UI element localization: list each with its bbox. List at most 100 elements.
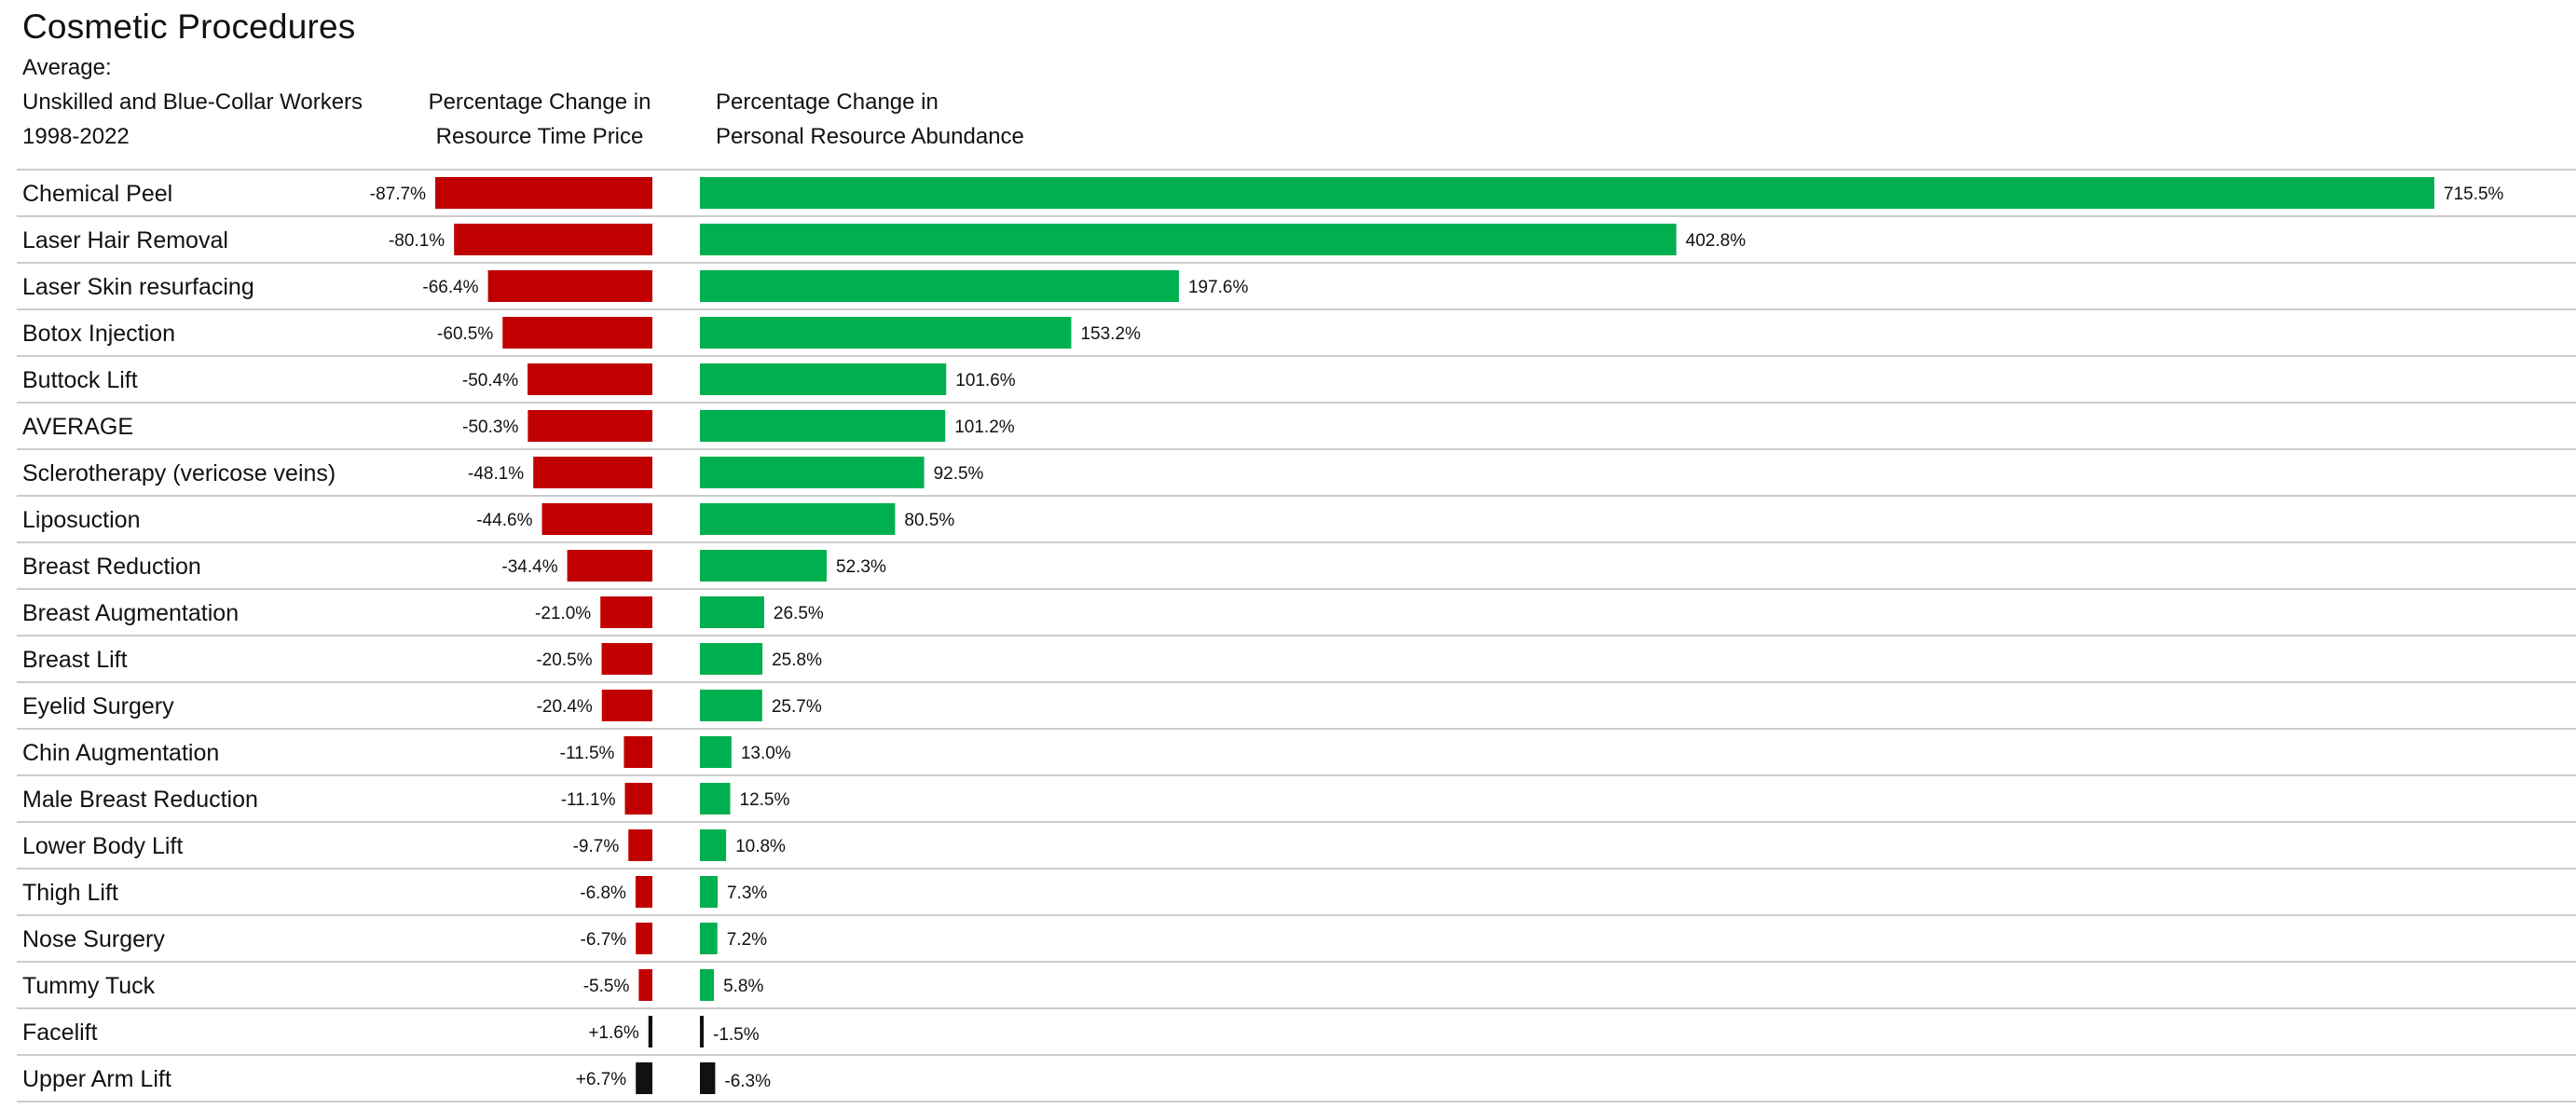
time-price-bar — [636, 1062, 652, 1094]
time-price-bar — [635, 876, 652, 908]
time-price-bar — [487, 270, 652, 302]
abundance-bar — [700, 177, 2434, 209]
abundance-value-label: 7.3% — [727, 883, 767, 903]
header-time-price-line-1: Percentage Change in — [428, 89, 651, 115]
category-label: Male Breast Reduction — [22, 787, 258, 813]
time-price-value-label: -20.4% — [537, 697, 593, 717]
category-label: Nose Surgery — [22, 926, 165, 952]
time-price-value-label: -48.1% — [468, 464, 524, 484]
chart-title: Cosmetic Procedures — [22, 7, 356, 46]
abundance-bar — [700, 690, 762, 721]
time-price-bar — [636, 923, 652, 954]
time-price-value-label: -80.1% — [389, 231, 445, 251]
time-price-bar — [528, 363, 652, 395]
abundance-bar — [700, 270, 1179, 302]
abundance-value-label: 26.5% — [774, 604, 824, 623]
abundance-value-label: 7.2% — [727, 930, 767, 950]
time-price-bar — [454, 224, 652, 255]
category-label: Botox Injection — [22, 321, 175, 347]
abundance-value-label: 5.8% — [723, 977, 763, 996]
header-time-price: Percentage Change in Resource Time Price — [418, 85, 662, 154]
time-price-value-label: -20.5% — [536, 650, 592, 670]
header-time-price-line-2: Resource Time Price — [435, 124, 644, 149]
header-left-line-2: Unskilled and Blue-Collar Workers — [22, 89, 363, 115]
category-label: Tummy Tuck — [22, 973, 156, 999]
header-abundance-line-2: Personal Resource Abundance — [716, 124, 1024, 149]
time-price-value-label: -11.5% — [560, 744, 615, 763]
abundance-value-label: 101.6% — [955, 371, 1016, 390]
header-abundance: Percentage Change in Personal Resource A… — [716, 85, 1024, 154]
time-price-bar — [502, 317, 652, 349]
abundance-bar — [700, 969, 715, 1001]
abundance-bar — [700, 317, 1072, 349]
time-price-bar — [638, 969, 652, 1001]
time-price-value-label: -66.4% — [422, 278, 478, 297]
abundance-bar — [700, 876, 718, 908]
time-price-bar — [601, 643, 652, 675]
time-price-value-label: -44.6% — [476, 511, 532, 530]
time-price-value-label: -60.5% — [437, 324, 493, 344]
abundance-value-label: 153.2% — [1080, 324, 1141, 344]
abundance-bar — [700, 643, 763, 675]
abundance-value-label: 92.5% — [934, 464, 984, 484]
abundance-value-label: 25.8% — [772, 650, 822, 670]
category-label: Chemical Peel — [22, 181, 172, 207]
category-label: Breast Augmentation — [22, 600, 239, 626]
abundance-value-label: 80.5% — [904, 511, 954, 530]
abundance-value-label: -6.3% — [724, 1072, 771, 1091]
abundance-value-label: 402.8% — [1686, 231, 1747, 251]
time-price-value-label: -5.5% — [583, 977, 630, 996]
abundance-bar — [700, 1016, 704, 1047]
abundance-value-label: 715.5% — [2444, 185, 2504, 204]
time-price-value-label: -11.1% — [561, 790, 616, 810]
time-price-value-label: -34.4% — [501, 557, 557, 577]
category-label: Upper Arm Lift — [22, 1066, 171, 1092]
category-label: Facelift — [22, 1020, 98, 1046]
time-price-bar — [628, 829, 652, 861]
category-label: Breast Lift — [22, 647, 128, 673]
time-price-value-label: -50.4% — [462, 371, 518, 390]
abundance-value-label: 101.2% — [954, 418, 1015, 437]
time-price-bar — [541, 503, 652, 535]
abundance-value-label: 10.8% — [735, 837, 786, 856]
abundance-bar — [700, 503, 896, 535]
time-price-bar — [600, 596, 652, 628]
time-price-value-label: -9.7% — [573, 837, 620, 856]
header-left-line-1: Average: — [22, 55, 112, 80]
abundance-bar — [700, 829, 727, 861]
category-label: Buttock Lift — [22, 367, 138, 393]
category-label: Liposuction — [22, 507, 140, 533]
time-price-bar — [567, 550, 652, 582]
abundance-bar — [700, 224, 1677, 255]
time-price-value-label: -21.0% — [535, 604, 591, 623]
abundance-value-label: -1.5% — [713, 1025, 760, 1045]
abundance-value-label: 25.7% — [772, 697, 822, 717]
time-price-bar — [648, 1016, 652, 1047]
abundance-value-label: 12.5% — [740, 790, 790, 810]
time-price-bar — [601, 690, 652, 721]
abundance-bar — [700, 550, 828, 582]
time-price-bar — [623, 736, 652, 768]
abundance-bar — [700, 410, 946, 442]
time-price-value-label: +6.7% — [576, 1070, 627, 1089]
abundance-bar — [700, 457, 925, 488]
abundance-bar — [700, 363, 947, 395]
abundance-value-label: 197.6% — [1188, 278, 1249, 297]
time-price-bar — [528, 410, 652, 442]
header-abundance-line-1: Percentage Change in — [716, 89, 939, 115]
category-label: Laser Hair Removal — [22, 227, 228, 253]
abundance-value-label: 13.0% — [741, 744, 791, 763]
header-left: Average: Unskilled and Blue-Collar Worke… — [22, 50, 363, 154]
time-price-bar — [435, 177, 652, 209]
category-label: Thigh Lift — [22, 880, 118, 906]
abundance-bar — [700, 736, 732, 768]
category-label: Chin Augmentation — [22, 740, 219, 766]
category-label: Eyelid Surgery — [22, 693, 174, 719]
category-label: Breast Reduction — [22, 554, 201, 580]
category-label: AVERAGE — [22, 414, 133, 440]
time-price-value-label: -6.8% — [580, 883, 626, 903]
category-label: Lower Body Lift — [22, 833, 183, 859]
time-price-value-label: -6.7% — [581, 930, 627, 950]
abundance-value-label: 52.3% — [836, 557, 886, 577]
